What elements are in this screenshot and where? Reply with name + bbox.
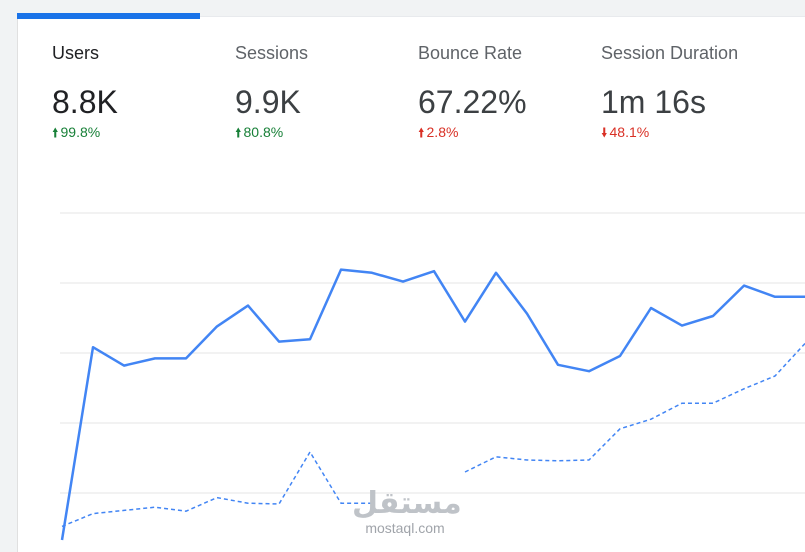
arrow-up-icon: 🠙 (52, 125, 59, 140)
watermark-subtext: mostaql.com (365, 520, 445, 536)
metric-change-value: 2.8% (426, 124, 459, 140)
metric-change: 🠙 2.8% (418, 124, 527, 141)
watermark-text: مستقل (352, 487, 462, 520)
metric-tab-session-duration[interactable]: Session Duration 1m 16s 🠛 48.1% (601, 42, 738, 141)
metric-label: Session Duration (601, 43, 739, 63)
metric-change: 🠙 80.8% (235, 124, 308, 141)
metrics-card (17, 16, 805, 552)
metric-label: Bounce Rate (418, 43, 523, 63)
metric-value: 8.8K (52, 84, 118, 120)
metric-change-value: 48.1% (609, 124, 650, 140)
metric-change: 🠙 99.8% (52, 124, 118, 141)
metric-value: 1m 16s (601, 84, 706, 120)
metric-tab-bounce-rate[interactable]: Bounce Rate 67.22% 🠙 2.8% (418, 42, 527, 141)
metric-change-value: 80.8% (243, 124, 284, 140)
metric-tab-sessions[interactable]: Sessions 9.9K 🠙 80.8% (235, 42, 308, 141)
metric-change: 🠛 48.1% (601, 124, 738, 141)
metric-value: 9.9K (235, 84, 301, 120)
metric-change-value: 99.8% (60, 124, 101, 140)
arrow-up-icon: 🠙 (235, 125, 242, 140)
watermark-logo: مستقل mostaql.com (352, 487, 462, 540)
series-line-current-period (60, 268, 805, 541)
series-line-previous-period (61, 342, 805, 528)
metric-tab-users[interactable]: Users 8.8K 🠙 99.8% (52, 42, 118, 141)
metric-label: Sessions (235, 43, 309, 63)
arrow-down-icon: 🠛 (601, 125, 608, 140)
active-tab-indicator (17, 13, 200, 19)
metric-value: 67.22% (418, 84, 527, 120)
metric-label: Users (52, 43, 100, 63)
arrow-up-icon: 🠙 (418, 125, 425, 140)
